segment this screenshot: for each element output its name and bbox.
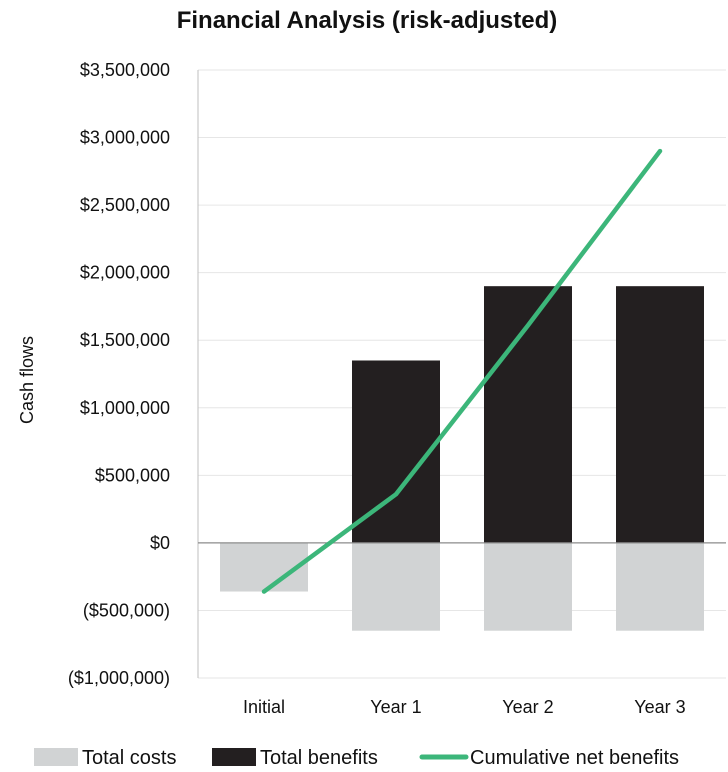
bar-total-benefits (352, 360, 440, 543)
x-tick-labels: Initial Year 1 Year 2 Year 3 (243, 697, 686, 717)
x-tick-label: Year 3 (634, 697, 685, 717)
x-tick-label: Initial (243, 697, 285, 717)
y-tick-label: $1,000,000 (80, 398, 170, 418)
y-tick-label: ($500,000) (83, 600, 170, 620)
y-tick-label: ($1,000,000) (68, 668, 170, 688)
cumulative-line (261, 148, 663, 594)
bar-total-costs (352, 542, 440, 631)
legend: Total costs Total benefits Cumulative net … (34, 747, 679, 769)
y-tick-label: $2,500,000 (80, 195, 170, 215)
bars (220, 286, 704, 631)
legend-swatch-total-benefits (212, 748, 256, 766)
y-axis-label: Cash flows (17, 336, 37, 424)
y-tick-label: $3,000,000 (80, 128, 170, 148)
y-tick-label: $0 (150, 533, 170, 553)
legend-label-cumulative-net-benefits: Cumulative net benefits (470, 747, 679, 769)
y-tick-label: $2,000,000 (80, 263, 170, 283)
line-cumulative-net-benefits (261, 148, 663, 594)
legend-label-total-benefits: Total benefits (260, 747, 378, 769)
bar-total-benefits (616, 286, 704, 543)
y-tick-label: $500,000 (95, 465, 170, 485)
x-tick-label: Year 2 (502, 697, 553, 717)
y-tick-label: $3,500,000 (80, 60, 170, 80)
y-tick-label: $1,500,000 (80, 330, 170, 350)
chart-title: Financial Analysis (risk-adjusted) (177, 7, 558, 34)
y-tick-labels: $3,500,000 $3,000,000 $2,500,000 $2,000,000… (68, 60, 170, 688)
legend-label-total-costs: Total costs (82, 747, 176, 769)
legend-swatch-total-costs (34, 748, 78, 766)
bar-total-costs (616, 542, 704, 631)
x-tick-label: Year 1 (370, 697, 421, 717)
bar-total-costs (484, 542, 572, 631)
axes (197, 70, 726, 678)
